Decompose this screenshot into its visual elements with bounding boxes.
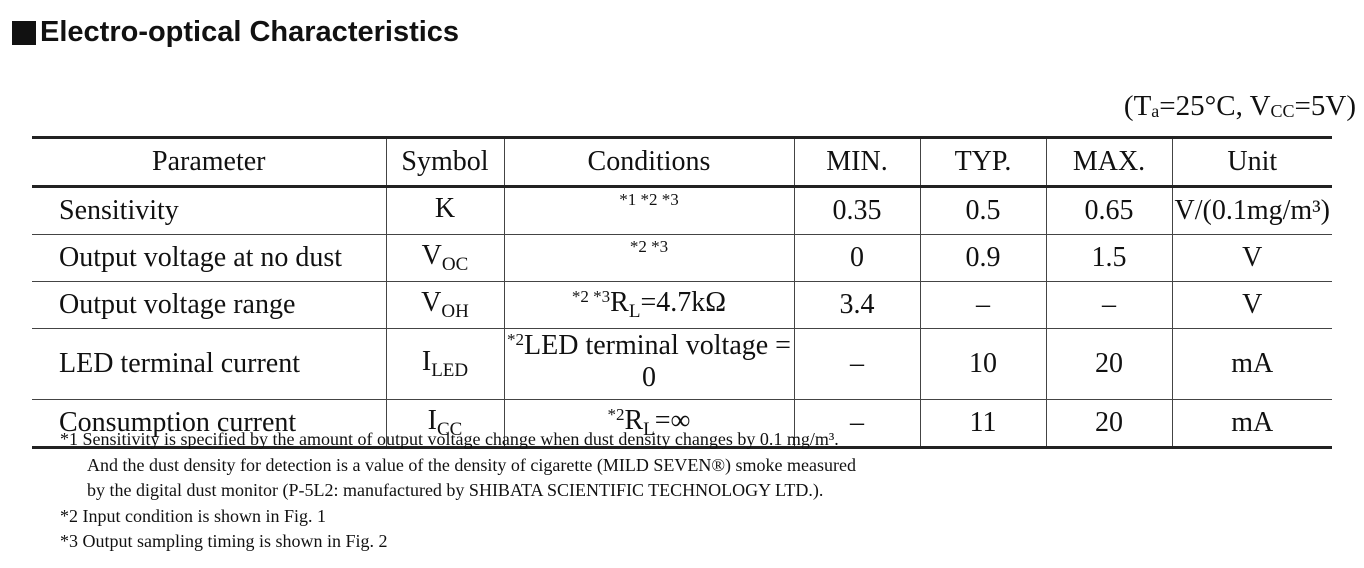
condition-subscript: L xyxy=(643,419,655,440)
symbol-text: I xyxy=(421,346,432,377)
table-row: Output voltage at no dust VOC *2 *3 0 0.9 1.5… xyxy=(32,234,1332,282)
typ-cell: 10 xyxy=(919,328,1046,400)
condition-text: R xyxy=(624,405,644,436)
typ-cell: 0.9 xyxy=(919,234,1046,282)
symbol-subscript: OH xyxy=(441,301,469,322)
conditions-cell: *2RL=∞ xyxy=(503,399,794,449)
symbol-cell: ILED xyxy=(385,328,504,400)
header-typ: TYP. xyxy=(919,136,1046,188)
footnote-3: *3 Output sampling timing is shown in Fi… xyxy=(60,531,388,551)
header-max: MAX. xyxy=(1045,136,1172,188)
symbol-subscript: CC xyxy=(436,419,463,440)
section-title: Electro-optical Characteristics xyxy=(12,16,459,49)
max-cell: 1.5 xyxy=(1045,234,1172,282)
min-cell: – xyxy=(793,328,920,400)
max-cell: 20 xyxy=(1045,328,1172,400)
condition-text: R xyxy=(610,287,629,318)
max-cell: 20 xyxy=(1045,399,1172,449)
parameter-cell: Consumption current xyxy=(32,399,386,449)
black-square-icon xyxy=(12,20,36,45)
typ-cell: 0.5 xyxy=(919,186,1046,235)
condition-text: LED terminal voltage = 0 xyxy=(524,330,791,393)
footnote-1-cont: And the dust density for detection is a … xyxy=(87,454,856,475)
condition-note-ref: *1 *2 *3 xyxy=(619,190,679,209)
symbol-text: I xyxy=(427,405,437,436)
footnote-2: *2 Input condition is shown in Fig. 1 xyxy=(60,505,327,526)
unit-cell: V xyxy=(1171,234,1332,282)
symbol-cell: VOC xyxy=(385,234,504,282)
min-cell: – xyxy=(793,399,920,449)
max-cell: – xyxy=(1045,281,1172,329)
symbol-subscript: OC xyxy=(441,254,469,275)
section-title-text: Electro-optical Characteristics xyxy=(40,16,460,48)
unit-cell: V/(0.1mg/m³) xyxy=(1171,186,1332,235)
footnote-1-cont: by the digital dust monitor (P-5L2: manu… xyxy=(87,480,824,500)
header-parameter: Parameter xyxy=(32,136,386,188)
condition-note-ref: *2 xyxy=(507,330,525,349)
condition-note-ref: *2 *3 xyxy=(571,287,611,306)
table-row: Consumption current ICC *2RL=∞ –11 20 mA xyxy=(32,399,1332,449)
symbol-cell: VOH xyxy=(385,281,504,329)
conditions-cell: *1 *2 *3 xyxy=(503,186,794,235)
typ-cell: 11 xyxy=(919,399,1046,449)
symbol-text: V xyxy=(421,240,442,271)
min-cell: 0 xyxy=(793,234,920,282)
footnote-1: *1 Sensitivity is specified by the amoun… xyxy=(60,429,839,449)
condition-note-ref: *2 xyxy=(607,405,625,424)
characteristics-table: Parameter Symbol Conditions MIN. TYP. MA… xyxy=(32,136,1332,449)
min-cell: 0.35 xyxy=(793,186,920,235)
header-unit: Unit xyxy=(1171,136,1332,188)
parameter-cell: LED terminal current xyxy=(32,328,386,400)
table-row: Output voltage range VOH *2 *3RL=4.7kΩ 3.4–… xyxy=(32,281,1332,329)
condition-note-ref: *2 *3 xyxy=(629,237,669,256)
header-symbol: Symbol xyxy=(385,136,504,188)
symbol-cell: K xyxy=(385,186,504,235)
table-header-row: Parameter Symbol Conditions MIN. TYP. MA… xyxy=(32,136,1332,188)
parameter-cell: Sensitivity xyxy=(32,186,386,235)
header-min: MIN. xyxy=(793,136,920,188)
condition-subscript: L xyxy=(628,301,641,322)
footnotes: *1 Sensitivity is specified by the amoun… xyxy=(60,427,856,555)
symbol-subscript: LED xyxy=(431,360,469,381)
unit-cell: mA xyxy=(1171,328,1332,400)
max-cell: 0.65 xyxy=(1045,186,1172,235)
conditions-cell: *2LED terminal voltage = 0 xyxy=(503,328,794,400)
parameter-cell: Output voltage at no dust xyxy=(32,234,386,282)
parameter-cell: Output voltage range xyxy=(32,281,386,329)
unit-cell: mA xyxy=(1171,399,1332,449)
symbol-cell: ICC xyxy=(385,399,504,449)
min-cell: 3.4 xyxy=(793,281,920,329)
table-row: Sensitivity K *1 *2 *3 0.35 0.5 0.65 V/(0.1mg/… xyxy=(32,186,1332,235)
conditions-cell: *2 *3RL=4.7kΩ xyxy=(503,281,794,329)
typ-cell: – xyxy=(919,281,1046,329)
conditions-cell: *2 *3 xyxy=(503,234,794,282)
symbol-text: K xyxy=(434,193,456,224)
condition-value: =∞ xyxy=(654,405,691,436)
unit-cell: V xyxy=(1171,281,1332,329)
test-conditions-note: (Ta=25°C, VCC=5V) xyxy=(1123,90,1356,122)
condition-value: =4.7kΩ xyxy=(640,287,727,318)
table-row: LED terminal current ILED *2LED terminal v… xyxy=(32,328,1332,400)
header-conditions: Conditions xyxy=(503,136,794,188)
symbol-text: V xyxy=(421,287,442,318)
